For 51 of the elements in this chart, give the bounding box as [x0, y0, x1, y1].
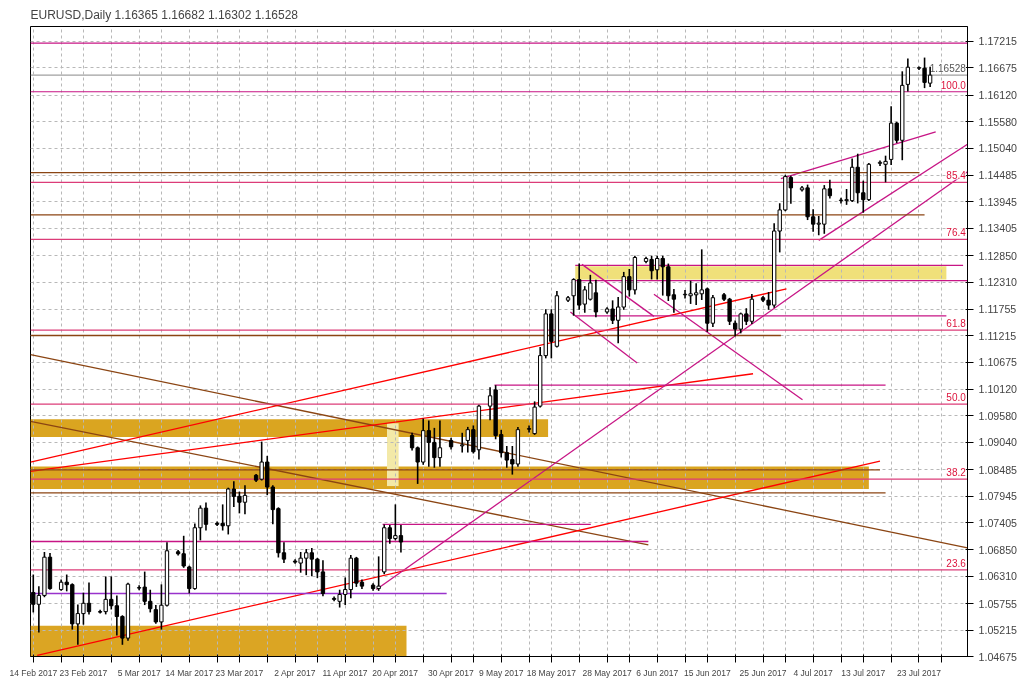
- annotation: 76.4: [946, 227, 967, 239]
- annotation: 23.6: [946, 557, 967, 569]
- y-tick-label: 1.06850: [978, 543, 1018, 556]
- x-tick-label: 13 Jul 2017: [841, 667, 886, 678]
- y-tick-label: 1.08485: [978, 463, 1018, 476]
- x-tick-label: 20 Apr 2017: [372, 667, 419, 678]
- y-tick-label: 1.12310: [978, 276, 1018, 289]
- x-tick-label: 18 May 2017: [526, 667, 577, 678]
- x-tick-label: 5 Mar 2017: [117, 667, 161, 678]
- y-tick-label: 1.06310: [978, 570, 1018, 583]
- x-tick-label: 14 Feb 2017: [9, 667, 58, 678]
- y-tick-label: 1.10675: [978, 356, 1018, 369]
- y-tick-label: 1.05755: [978, 597, 1018, 610]
- y-tick-label: 1.10120: [978, 383, 1018, 396]
- y-tick-label: 1.11215: [978, 329, 1017, 342]
- y-tick-label: 1.07405: [978, 516, 1018, 529]
- x-tick-label: 23 Feb 2017: [59, 667, 108, 678]
- y-tick-label: 1.13405: [978, 222, 1018, 235]
- y-tick-label: 1.05215: [978, 624, 1018, 637]
- y-tick-label: 1.16120: [978, 89, 1018, 102]
- y-tick-label: 1.14485: [978, 169, 1018, 182]
- y-tick-label: 1.15580: [978, 115, 1018, 128]
- y-tick-label: 1.13945: [978, 195, 1018, 208]
- x-tick-label: 2 Apr 2017: [274, 667, 316, 678]
- y-tick-label: 1.11755: [978, 303, 1017, 316]
- annotation: 38.2: [946, 467, 967, 479]
- annotation: 85.4: [946, 170, 967, 182]
- y-tick-label: 1.04675: [978, 650, 1018, 663]
- x-tick-label: 30 Apr 2017: [427, 667, 475, 678]
- x-tick-label: 23 Jul 2017: [897, 667, 942, 678]
- annotation: 61.8: [946, 318, 967, 330]
- x-tick-label: 15 Jun 2017: [683, 667, 731, 678]
- y-tick-label: 1.15040: [978, 142, 1018, 155]
- y-tick-label: 1.12850: [978, 249, 1018, 262]
- x-tick-label: 11 Apr 2017: [322, 667, 368, 678]
- x-tick-label: 14 Mar 2017: [165, 667, 214, 678]
- y-tick-label: 1.09040: [978, 436, 1018, 449]
- y-tick-label: 1.07945: [978, 490, 1018, 503]
- x-tick-label: 28 May 2017: [582, 667, 632, 678]
- x-tick-label: 4 Jul 2017: [793, 667, 834, 678]
- y-tick-label: 1.17215: [978, 35, 1018, 48]
- chart-title: EURUSD,Daily 1.16365 1.16682 1.16302 1.16528: [30, 7, 299, 22]
- y-tick-label: 1.09580: [978, 409, 1018, 422]
- annotation: 100.0: [940, 79, 967, 91]
- y-tick-label: 1.16675: [978, 61, 1018, 74]
- ref-line-label: 1.16528: [929, 63, 967, 75]
- annotation: 50.0: [946, 392, 967, 404]
- x-tick-label: 9 May 2017: [479, 667, 524, 678]
- x-tick-label: 23 Mar 2017: [215, 667, 264, 678]
- x-tick-label: 25 Jun 2017: [739, 667, 787, 678]
- x-tick-label: 6 Jun 2017: [636, 667, 679, 678]
